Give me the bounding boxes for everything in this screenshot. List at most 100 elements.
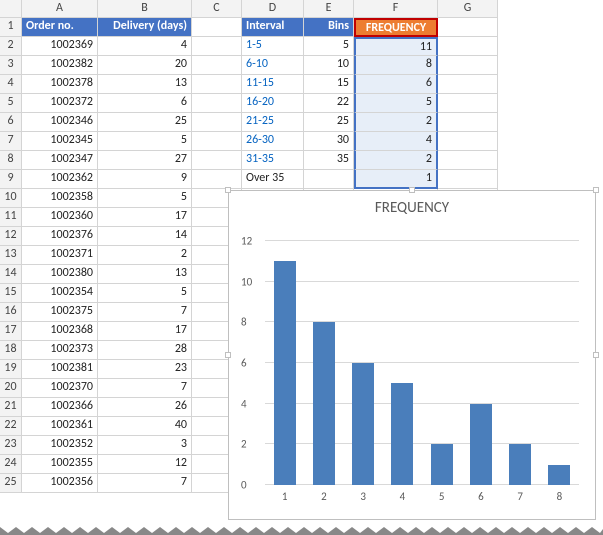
cell-C9[interactable]	[192, 170, 242, 189]
cell-B16[interactable]: 7	[98, 303, 192, 322]
cell-C3[interactable]	[192, 56, 242, 75]
cell-A13[interactable]: 1002371	[22, 246, 98, 265]
cell-A6[interactable]: 1002346	[22, 113, 98, 132]
cell-G7[interactable]	[438, 132, 498, 151]
cell-D5[interactable]: 16-20	[242, 94, 304, 113]
cell-A8[interactable]: 1002347	[22, 151, 98, 170]
cell-A24[interactable]: 1002355	[22, 455, 98, 474]
cell-F6[interactable]: 2	[354, 113, 438, 132]
cell-G3[interactable]	[438, 56, 498, 75]
row-header-20[interactable]: 20	[0, 379, 22, 398]
col-header-A[interactable]: A	[22, 0, 98, 18]
cell-A22[interactable]: 1002361	[22, 417, 98, 436]
row-header-19[interactable]: 19	[0, 360, 22, 379]
row-header-12[interactable]: 12	[0, 227, 22, 246]
cell-C8[interactable]	[192, 151, 242, 170]
cell-A23[interactable]: 1002352	[22, 436, 98, 455]
cell-B22[interactable]: 40	[98, 417, 192, 436]
cell-B2[interactable]: 4	[98, 37, 192, 56]
cell-E7[interactable]: 30	[304, 132, 354, 151]
cell-E6[interactable]: 25	[304, 113, 354, 132]
cell-G2[interactable]	[438, 37, 498, 56]
cell-B17[interactable]: 17	[98, 322, 192, 341]
cell-A25[interactable]: 1002356	[22, 474, 98, 493]
cell-F2[interactable]: 11	[354, 37, 438, 56]
row-header-17[interactable]: 17	[0, 322, 22, 341]
cell-D9[interactable]: Over 35	[242, 170, 304, 189]
col-header-C[interactable]: C	[192, 0, 242, 18]
cell-A14[interactable]: 1002380	[22, 265, 98, 284]
cell-F9[interactable]: 1	[354, 170, 438, 189]
row-header-10[interactable]: 10	[0, 189, 22, 208]
cell-A4[interactable]: 1002378	[22, 75, 98, 94]
cell-F3[interactable]: 8	[354, 56, 438, 75]
col-header-G[interactable]: G	[438, 0, 498, 18]
row-header-22[interactable]: 22	[0, 417, 22, 436]
header-interval[interactable]: Interval	[242, 18, 304, 37]
cell-B4[interactable]: 13	[98, 75, 192, 94]
row-header-4[interactable]: 4	[0, 75, 22, 94]
row-header-18[interactable]: 18	[0, 341, 22, 360]
cell-B20[interactable]: 7	[98, 379, 192, 398]
cell-A3[interactable]: 1002382	[22, 56, 98, 75]
cell-D2[interactable]: 1-5	[242, 37, 304, 56]
header-frequency[interactable]: FREQUENCY	[354, 18, 438, 37]
cell-D3[interactable]: 6-10	[242, 56, 304, 75]
row-header-14[interactable]: 14	[0, 265, 22, 284]
row-header-1[interactable]: 1	[0, 18, 22, 37]
cell-B14[interactable]: 13	[98, 265, 192, 284]
cell-B12[interactable]: 14	[98, 227, 192, 246]
cell-A16[interactable]: 1002375	[22, 303, 98, 322]
row-header-8[interactable]: 8	[0, 151, 22, 170]
cell-A11[interactable]: 1002360	[22, 208, 98, 227]
cell-D6[interactable]: 21-25	[242, 113, 304, 132]
cell-B23[interactable]: 3	[98, 436, 192, 455]
cell-B3[interactable]: 20	[98, 56, 192, 75]
cell-G4[interactable]	[438, 75, 498, 94]
cell-E4[interactable]: 15	[304, 75, 354, 94]
cell-C1[interactable]	[192, 18, 242, 37]
cell-B25[interactable]: 7	[98, 474, 192, 493]
cell-E8[interactable]: 35	[304, 151, 354, 170]
cell-C2[interactable]	[192, 37, 242, 56]
cell-A17[interactable]: 1002368	[22, 322, 98, 341]
cell-B10[interactable]: 5	[98, 189, 192, 208]
header-order-no[interactable]: Order no.	[22, 18, 98, 37]
row-header-5[interactable]: 5	[0, 94, 22, 113]
header-bins[interactable]: Bins	[304, 18, 354, 37]
cell-C6[interactable]	[192, 113, 242, 132]
cell-A18[interactable]: 1002373	[22, 341, 98, 360]
cell-F4[interactable]: 6	[354, 75, 438, 94]
cell-B18[interactable]: 28	[98, 341, 192, 360]
row-header-3[interactable]: 3	[0, 56, 22, 75]
cell-A15[interactable]: 1002354	[22, 284, 98, 303]
cell-G8[interactable]	[438, 151, 498, 170]
cell-B6[interactable]: 25	[98, 113, 192, 132]
cell-C5[interactable]	[192, 94, 242, 113]
cell-D4[interactable]: 11-15	[242, 75, 304, 94]
cell-A20[interactable]: 1002370	[22, 379, 98, 398]
cell-G5[interactable]	[438, 94, 498, 113]
cell-C4[interactable]	[192, 75, 242, 94]
cell-A5[interactable]: 1002372	[22, 94, 98, 113]
cell-B15[interactable]: 5	[98, 284, 192, 303]
cell-F5[interactable]: 5	[354, 94, 438, 113]
cell-B9[interactable]: 9	[98, 170, 192, 189]
cell-B11[interactable]: 17	[98, 208, 192, 227]
col-header-E[interactable]: E	[304, 0, 354, 18]
cell-A2[interactable]: 1002369	[22, 37, 98, 56]
header-delivery[interactable]: Delivery (days)	[98, 18, 192, 37]
cell-A7[interactable]: 1002345	[22, 132, 98, 151]
cell-G9[interactable]	[438, 170, 498, 189]
row-header-11[interactable]: 11	[0, 208, 22, 227]
col-header-D[interactable]: D	[242, 0, 304, 18]
cell-D7[interactable]: 26-30	[242, 132, 304, 151]
cell-A12[interactable]: 1002376	[22, 227, 98, 246]
row-header-15[interactable]: 15	[0, 284, 22, 303]
col-header-B[interactable]: B	[98, 0, 192, 18]
row-header-24[interactable]: 24	[0, 455, 22, 474]
cell-G6[interactable]	[438, 113, 498, 132]
row-header-25[interactable]: 25	[0, 474, 22, 493]
row-header-2[interactable]: 2	[0, 37, 22, 56]
col-header-F[interactable]: F	[354, 0, 438, 18]
